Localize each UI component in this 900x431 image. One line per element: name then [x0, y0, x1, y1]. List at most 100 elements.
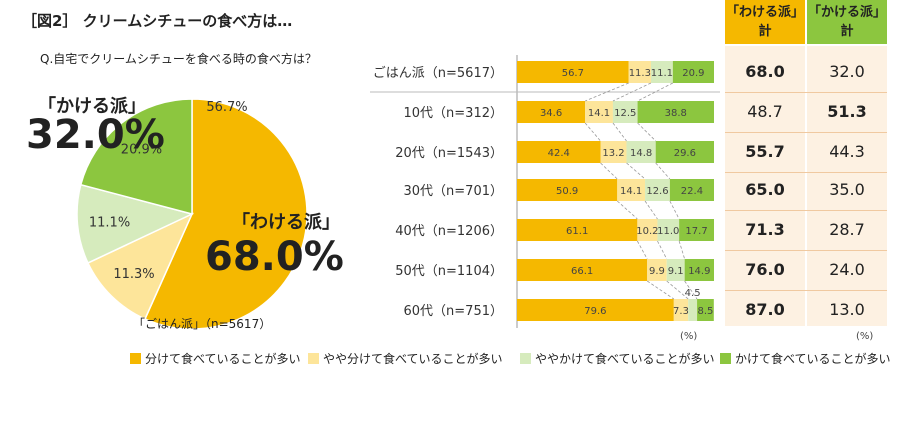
- bar-connector-line: [678, 240, 686, 260]
- wakeru-total-header: 「わける派」 計: [725, 0, 805, 44]
- table-row-divider: [725, 290, 887, 291]
- pie-sample-label: 「ごはん派」（n=5617）: [133, 317, 272, 331]
- figure-title: ［図2］ クリームシチューの食べ方は…: [22, 12, 293, 30]
- kakeru-group-percent: 32.0%: [26, 112, 165, 158]
- bar-segment-kakete: [637, 101, 714, 123]
- kakeru-total-value: 44.3: [829, 142, 865, 161]
- wakeru-header-line2: 計: [758, 24, 772, 39]
- bar-segment-wakete: [517, 219, 638, 241]
- bar-connector-line: [617, 200, 638, 220]
- bar-connector-line: [600, 162, 618, 180]
- kakeru-total-value: 24.0: [829, 260, 865, 279]
- bar-value-label-kakete: 8.5: [697, 306, 713, 317]
- bar-segment-yaya-wakete: [673, 299, 689, 321]
- bar-connector-line: [646, 280, 675, 300]
- bar-value-label-kakete: 22.4: [681, 186, 703, 197]
- bar-connector-line: [655, 162, 671, 180]
- kakeru-header-line2: 計: [840, 24, 854, 39]
- bar-value-label-kakete: 29.6: [674, 148, 696, 159]
- table-row-divider: [725, 250, 887, 251]
- bar-connector-line: [657, 240, 668, 260]
- bar-segment-yaya-wakete: [628, 61, 651, 83]
- pie-slice-wakete: [144, 98, 308, 330]
- stacked-bar-chart: ごはん派（n=5617） 56.7 11.3 11.1 20.9 10代（n=312） 34…: [370, 55, 720, 342]
- bar-segment-kakete: [669, 179, 714, 201]
- bar-unit-label: (%): [680, 331, 697, 342]
- bar-connector-line: [626, 162, 646, 180]
- kakeru-total-value: 13.0: [829, 300, 865, 319]
- bar-segment-yaya-wakete: [600, 141, 627, 163]
- table-row-divider: [725, 132, 887, 133]
- legend-swatch-yaya-wakete: [308, 353, 319, 364]
- pie-value-label-yaya-kakete: 11.1%: [89, 216, 130, 231]
- kakeru-total-value: 35.0: [829, 180, 865, 199]
- bar-value-label-yaya-wakete: 14.1: [588, 108, 610, 119]
- bar-segment-wakete: [517, 101, 586, 123]
- pie-value-label-yaya-wakete: 11.3%: [113, 267, 154, 282]
- bar-value-label-yaya-kakete: 11.0: [657, 226, 679, 237]
- survey-question: Q.自宅でクリームシチューを食べる時の食べ方は？: [40, 52, 317, 66]
- bar-value-label-kakete: 20.9: [682, 68, 704, 79]
- wakeru-total-value: 87.0: [745, 300, 785, 319]
- bar-category-label: ごはん派（n=5617）: [373, 65, 503, 81]
- bar-connector-line: [612, 122, 627, 142]
- bar-segment-wakete: [517, 299, 674, 321]
- bar-segment-yaya-kakete: [666, 259, 685, 281]
- bar-connector-line: [637, 122, 656, 142]
- bar-value-label-yaya-wakete: 11.3: [629, 68, 651, 79]
- bar-segment-yaya-wakete: [617, 179, 646, 201]
- bar-connector-line: [637, 240, 648, 260]
- bar-connector-line: [584, 122, 601, 142]
- legend-swatch-yaya-kakete: [520, 353, 531, 364]
- bar-segment-yaya-kakete: [688, 299, 698, 321]
- pie-slice-yaya-kakete: [76, 183, 195, 264]
- bar-value-label-wakete: 42.4: [548, 148, 570, 159]
- legend-label-kakete: かけて食べていることが多い: [735, 352, 891, 366]
- legend-item-yaya-wakete: やや分けて食べていることが多い: [308, 350, 503, 367]
- kakeru-header-line1: 「かける派」: [807, 5, 886, 20]
- bar-value-label-wakete: 56.7: [562, 68, 584, 79]
- bar-category-label: 60代（n=751）: [404, 304, 504, 319]
- bar-value-label-yaya-kakete: 4.5: [685, 288, 701, 299]
- wakeru-total-value: 76.0: [745, 260, 785, 279]
- pie-slice-yaya-wakete: [86, 212, 194, 320]
- wakeru-total-value: 48.7: [747, 102, 783, 121]
- bar-segment-yaya-kakete: [645, 179, 670, 201]
- kakeru-total-value: 51.3: [827, 102, 867, 121]
- wakeru-total-value: 65.0: [745, 180, 785, 199]
- bar-connector-line: [669, 200, 680, 220]
- wakeru-group-percent: 68.0%: [205, 234, 344, 280]
- bar-segment-yaya-kakete: [626, 141, 656, 163]
- bar-category-label: 10代（n=312）: [404, 106, 504, 121]
- pie-value-label-wakete: 56.7%: [206, 100, 247, 115]
- bar-value-label-yaya-wakete: 10.2: [636, 226, 658, 237]
- bar-segment-wakete: [517, 141, 601, 163]
- bar-value-label-yaya-kakete: 11.1: [651, 68, 673, 79]
- bar-category-label: 40代（n=1206）: [395, 224, 503, 239]
- pie-value-label-kakete: 20.9%: [121, 142, 162, 157]
- kakeru-total-header: 「かける派」 計: [807, 0, 887, 44]
- bar-value-label-yaya-wakete: 9.9: [649, 266, 665, 277]
- pie-slice-kakete: [79, 98, 193, 215]
- bar-value-label-yaya-wakete: 13.2: [602, 148, 624, 159]
- summary-table: 「わける派」 計 「かける派」 計 68.0 32.0 48.7 51.3 55.7 44…: [725, 0, 890, 345]
- legend-item-yaya-kakete: ややかけて食べていることが多い: [520, 350, 715, 367]
- bar-category-label: 50代（n=1104）: [395, 264, 503, 279]
- bar-category-label: 20代（n=1543）: [395, 146, 503, 161]
- legend-label-yaya-wakete: やや分けて食べていることが多い: [323, 352, 503, 366]
- bar-category-label: 30代（n=701）: [404, 184, 504, 199]
- bar-value-label-wakete: 50.9: [556, 186, 578, 197]
- bar-segment-kakete: [684, 259, 714, 281]
- bar-value-label-yaya-kakete: 12.5: [614, 108, 636, 119]
- bar-segment-wakete: [517, 259, 648, 281]
- legend-item-kakete: かけて食べていることが多い: [720, 350, 891, 367]
- table-row-divider: [725, 92, 887, 93]
- bar-connector-line: [612, 82, 652, 102]
- bar-segment-wakete: [517, 179, 618, 201]
- wakeru-group-label: 「わける派」: [232, 212, 340, 233]
- wakeru-total-value: 55.7: [745, 142, 785, 161]
- bar-segment-yaya-kakete: [612, 101, 638, 123]
- bar-connector-line: [585, 82, 629, 102]
- bar-value-label-wakete: 61.1: [566, 226, 588, 237]
- bar-value-label-yaya-wakete: 7.3: [673, 306, 689, 317]
